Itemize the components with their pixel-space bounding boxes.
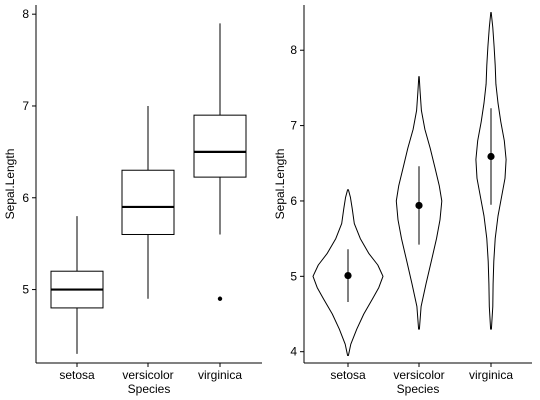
y-axis-title: Sepal.Length xyxy=(273,149,287,220)
y-axis-ticks: 4 5 6 7 8 xyxy=(290,43,304,358)
x-tick-label: setosa xyxy=(330,368,366,382)
x-axis-ticks: setosa versicolor virginica xyxy=(59,363,242,382)
y-tick-label: 5 xyxy=(22,283,29,297)
y-tick-label: 7 xyxy=(22,99,29,113)
violin-marks xyxy=(313,13,506,356)
x-tick-label: setosa xyxy=(59,368,95,382)
x-axis-title: Species xyxy=(397,382,440,396)
y-tick-label: 8 xyxy=(22,7,29,21)
y-tick-label: 6 xyxy=(290,194,297,208)
y-tick-label: 6 xyxy=(22,191,29,205)
y-tick-label: 8 xyxy=(290,43,297,57)
x-axis-title: Species xyxy=(128,382,171,396)
x-tick-label: virginica xyxy=(469,368,513,382)
outlier-point xyxy=(218,297,222,301)
y-tick-label: 5 xyxy=(290,269,297,283)
mean-point xyxy=(415,202,422,209)
mean-point xyxy=(344,272,351,279)
box-iqr xyxy=(194,115,246,177)
mean-point xyxy=(487,153,494,160)
y-axis-title: Sepal.Length xyxy=(3,149,17,220)
box-iqr xyxy=(122,170,174,234)
box-marks xyxy=(51,23,246,353)
y-axis-ticks: 5 6 7 8 xyxy=(22,7,36,296)
x-tick-label: versicolor xyxy=(122,368,173,382)
y-tick-label: 7 xyxy=(290,119,297,133)
boxplot-panel: 5 6 7 8 setosa versicolor virginica Species S… xyxy=(3,5,262,396)
y-tick-label: 4 xyxy=(290,345,297,359)
x-tick-label: virginica xyxy=(198,368,242,382)
x-tick-label: versicolor xyxy=(393,368,444,382)
x-axis-ticks: setosa versicolor virginica xyxy=(330,363,513,382)
